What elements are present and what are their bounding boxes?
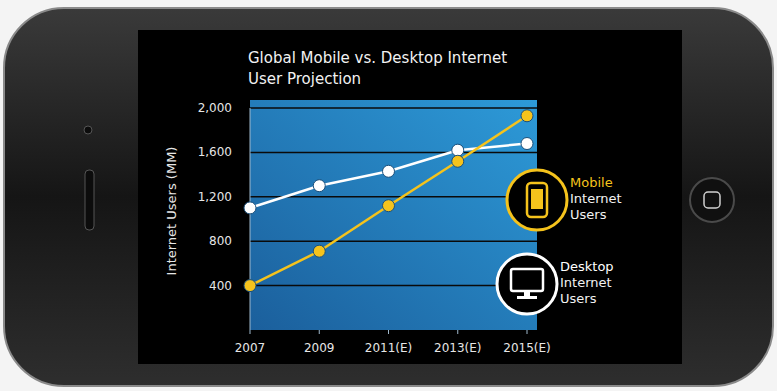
series-marker	[244, 202, 256, 214]
grid-line	[250, 152, 537, 154]
legend-label: DesktopInternetUsers	[560, 259, 614, 306]
legend-icon-monitor-base	[517, 296, 537, 299]
x-tick-label: 2015(E)	[503, 341, 550, 355]
series-marker	[383, 200, 395, 212]
legend-entry: DesktopInternetUsers	[497, 254, 614, 314]
legend-label-line: Users	[560, 291, 597, 306]
home-button-icon	[704, 192, 720, 208]
series-group	[244, 110, 533, 292]
grid-line	[250, 107, 537, 109]
chart-root: 400 800 1,200 1,600 2,000 2007 2009 2011(E) 2013…	[0, 0, 777, 391]
series-line	[250, 144, 527, 208]
series-marker	[244, 280, 256, 292]
series-marker	[521, 110, 533, 122]
series-marker	[452, 155, 464, 167]
phone-speaker	[85, 170, 94, 230]
x-tick	[319, 330, 320, 334]
grid-line	[250, 240, 537, 242]
legend-icon-ring	[497, 254, 557, 314]
y-tick-label: 400	[209, 279, 232, 293]
x-tick	[527, 330, 528, 334]
phone-body	[4, 8, 773, 386]
plot-background	[250, 100, 537, 330]
title-line: User Projection	[248, 70, 361, 88]
series-marker	[313, 180, 325, 192]
series-line	[250, 116, 527, 286]
phone-screen	[138, 30, 682, 364]
series-marker	[452, 144, 464, 156]
y-tick-label: 1,600	[198, 145, 232, 159]
y-tick-label: 1,200	[198, 190, 232, 204]
grid-line	[250, 196, 537, 198]
x-tick	[250, 330, 251, 334]
x-tick	[388, 330, 389, 334]
legend-label-line: Mobile	[570, 175, 613, 190]
legend-label-line: Internet	[560, 275, 612, 290]
x-tick-label: 2013(E)	[434, 341, 481, 355]
phone-camera	[84, 126, 92, 134]
y-tick-label: 800	[209, 234, 232, 248]
legend-icon-phone-screen	[531, 189, 543, 209]
x-tick	[457, 330, 458, 334]
series-marker	[521, 138, 533, 150]
title-line: Global Mobile vs. Desktop Internet	[248, 49, 507, 67]
legend-label-line: Desktop	[560, 259, 614, 274]
y-axis-line	[250, 108, 251, 330]
y-tick-label: 2,000	[198, 101, 232, 115]
legend-icon-phone	[527, 183, 547, 217]
legend-label-line: Users	[570, 207, 607, 222]
grid-line	[250, 285, 537, 287]
series-marker	[383, 165, 395, 177]
x-tick-label: 2011(E)	[365, 341, 412, 355]
y-axis-title: Internet Users (MM)	[164, 147, 179, 276]
legend-label-line: Internet	[570, 191, 622, 206]
legend-icon-ring	[507, 170, 567, 230]
legend-label: MobileInternetUsers	[570, 175, 622, 222]
legend-entry: MobileInternetUsers	[507, 170, 622, 230]
x-tick-label: 2009	[304, 341, 335, 355]
legend-icon-monitor	[511, 269, 543, 291]
series-marker	[313, 245, 325, 257]
chart-title: Global Mobile vs. Desktop Internet User P…	[248, 49, 507, 88]
x-tick-label: 2007	[235, 341, 266, 355]
home-button	[690, 178, 734, 222]
